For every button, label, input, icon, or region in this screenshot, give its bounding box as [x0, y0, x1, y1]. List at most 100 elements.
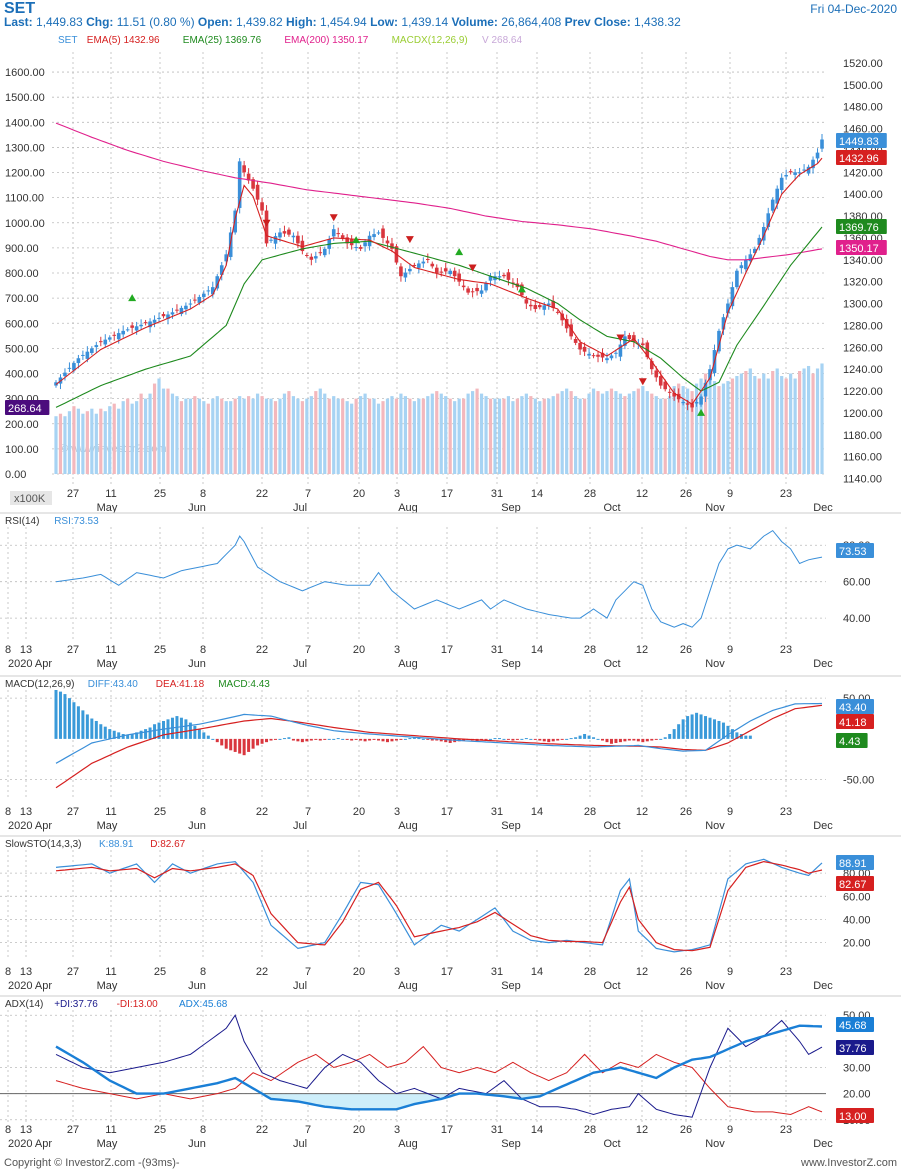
open-value: 1,439.82: [235, 15, 283, 29]
volume-axis-tick: 1600.00: [5, 67, 45, 79]
candle-body: [546, 303, 551, 306]
volume-bar: [659, 398, 663, 474]
candle-body: [735, 270, 739, 288]
candle-body: [587, 353, 591, 356]
sub-x-tick: 8: [5, 806, 11, 818]
sub-month-label: Dec: [813, 658, 833, 670]
volume-bar: [273, 401, 278, 474]
volume-bar: [300, 401, 304, 474]
macd-hist-bar: [560, 738, 564, 740]
candle-body: [331, 229, 336, 237]
candle-body: [219, 265, 224, 275]
macd-hist-bar: [520, 738, 524, 740]
main-x-tick: 9: [727, 488, 733, 500]
chg-label: Chg:: [86, 15, 114, 29]
volume-bar: [121, 401, 125, 474]
candle-body: [699, 396, 703, 405]
price-axis-tick: 1240.00: [843, 364, 883, 376]
volume-bar: [264, 398, 269, 474]
candle-body: [479, 290, 484, 294]
sub-month-label: Oct: [603, 1138, 620, 1150]
symbol-title: SET: [4, 0, 36, 17]
sub-month-label: Dec: [813, 820, 833, 832]
volume-bar: [591, 388, 596, 474]
volume-bar: [251, 398, 255, 474]
volume-axis-tick: 600.00: [5, 318, 39, 330]
macd-hist-bar: [90, 718, 94, 739]
macd-hist-bar: [605, 738, 609, 743]
sub-x-tick: 20: [353, 1124, 365, 1136]
volume-bar: [188, 398, 192, 474]
candle-body: [596, 354, 600, 357]
sub-month-label: Aug: [398, 980, 418, 992]
volume-bar: [193, 396, 197, 474]
volume-bar: [605, 391, 609, 474]
candle-body: [502, 274, 506, 277]
candle-body: [139, 324, 143, 327]
macd-hist-bar: [108, 729, 112, 739]
candle-body: [461, 285, 466, 288]
macd-hist-bar: [291, 738, 295, 741]
macd-hist-bar: [399, 738, 403, 740]
sub-x-tick: 12: [636, 644, 648, 656]
macd-hist-bar: [318, 738, 322, 741]
candle-body: [336, 233, 341, 235]
volume-bar: [152, 383, 157, 474]
candle-body: [457, 273, 461, 282]
candle-body: [305, 254, 309, 256]
rsi-y-tick: 60.00: [843, 577, 871, 589]
macd-hist-bar: [739, 734, 743, 739]
macd-hist-bar: [430, 738, 434, 741]
candle-body: [63, 372, 67, 377]
volume-bar: [811, 373, 815, 474]
price-axis-tick: 1200.00: [843, 408, 883, 420]
sub-month-label: Sep: [501, 658, 521, 670]
candle-body: [188, 303, 193, 305]
sub-month-label: Sep: [501, 980, 521, 992]
volume-bar: [143, 398, 148, 474]
volume-bar: [76, 408, 80, 474]
site-link[interactable]: www.InvestorZ.com: [801, 1157, 897, 1169]
sub-x-tick: 31: [491, 806, 503, 818]
candle-body: [430, 263, 435, 267]
candle-body: [475, 287, 479, 292]
macd-hist-bar: [574, 737, 578, 739]
rsi-title: RSI(14): [5, 516, 39, 527]
macd-hist-bar: [506, 738, 510, 740]
volume-bar: [345, 401, 349, 474]
sub-x-tick: 8: [5, 966, 11, 978]
sub-x-tick: 20: [353, 806, 365, 818]
sub-x-tick: 22: [256, 1124, 268, 1136]
candle-body: [215, 276, 220, 289]
sub-month-label: Jun: [188, 1138, 206, 1150]
volume-bar: [457, 398, 461, 474]
volume-bar: [677, 383, 681, 474]
candle-body: [448, 270, 452, 275]
macd-hist-bar: [578, 735, 582, 739]
sto-title: SlowSTO(14,3,3): [5, 839, 82, 850]
sub-x-tick: 12: [636, 966, 648, 978]
sub-month-label: Jul: [293, 820, 307, 832]
sub-x-tick: 20: [353, 644, 365, 656]
volume-bar: [126, 398, 130, 474]
legend-item: MACDX(12,26,9): [392, 35, 468, 46]
macd-hist-bar: [238, 738, 242, 754]
candle-body: [784, 175, 788, 177]
sub-x-tick: 23: [780, 644, 792, 656]
buy-signal-marker: [517, 285, 526, 293]
macd-hist-bar: [462, 738, 466, 741]
candle-body: [802, 169, 806, 171]
macd-hist-bar: [623, 738, 627, 742]
adx-mdi-line: [55, 1045, 823, 1116]
volume-bar: [175, 396, 179, 474]
candle-body: [511, 282, 515, 284]
macd-hist-bar: [206, 735, 210, 739]
candle-body: [166, 314, 170, 319]
volume-bar: [645, 391, 649, 474]
candle-body: [658, 376, 663, 386]
volume-unit: x100K: [14, 493, 46, 505]
volume-bar: [721, 383, 726, 474]
sub-x-tick: 14: [531, 806, 543, 818]
volume-bar: [668, 396, 672, 474]
